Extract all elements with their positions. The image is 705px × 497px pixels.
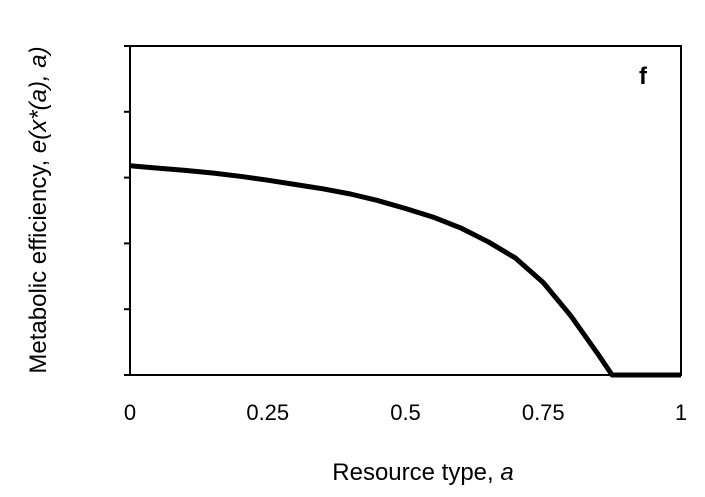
y-axis-label-text: Metabolic efficiency, (25, 153, 52, 374)
y-axis-label-var: e(x*(a), a) (25, 46, 52, 153)
panel-label: f (639, 63, 648, 90)
y-ticks (124, 45, 130, 376)
x-ticks: 0 0.25 0.5 0.75 1 (124, 400, 687, 425)
x-axis-label-text: Resource type, (332, 459, 500, 486)
plot-area: 0 0.25 0.5 0.75 1 (124, 45, 687, 425)
x-tick-label: 0.75 (522, 400, 565, 425)
y-axis-label: Metabolic efficiency, e(x*(a), a) (25, 46, 52, 373)
x-axis-label-var: a (500, 459, 513, 486)
x-tick-label: 1 (675, 400, 687, 425)
plot-frame (129, 45, 682, 376)
x-tick-label: 0 (124, 400, 136, 425)
series-line (129, 163, 681, 378)
x-axis-label: Resource type, a (332, 459, 513, 486)
x-tick-label: 0.25 (246, 400, 289, 425)
x-tick-label: 0.5 (390, 400, 421, 425)
